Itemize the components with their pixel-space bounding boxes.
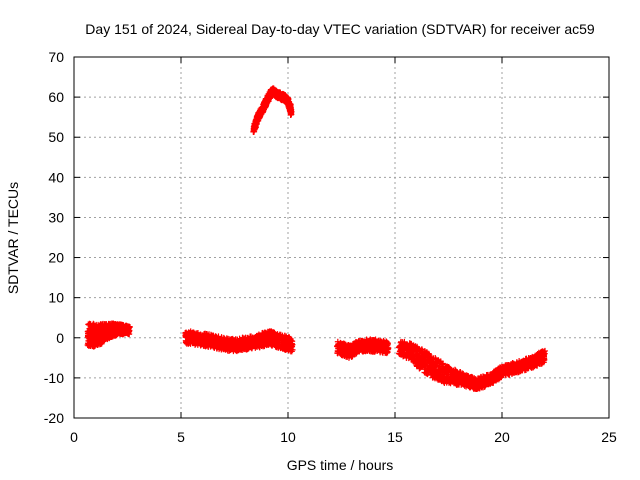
data-point bbox=[541, 355, 548, 362]
y-tick-label: 10 bbox=[48, 290, 64, 306]
data-point bbox=[288, 108, 295, 115]
series-segment-3 bbox=[250, 85, 295, 135]
data-point bbox=[417, 364, 424, 371]
x-axis-label: GPS time / hours bbox=[287, 457, 394, 473]
series-segment-4 bbox=[334, 336, 392, 361]
y-tick-label: 70 bbox=[48, 49, 64, 65]
data-point bbox=[126, 328, 133, 335]
data-point bbox=[289, 346, 296, 353]
data-point bbox=[541, 347, 548, 354]
x-tick-label: 15 bbox=[387, 429, 403, 445]
y-tick-label: -10 bbox=[44, 370, 64, 386]
data-point bbox=[384, 341, 391, 348]
series-segment-5 bbox=[395, 338, 548, 393]
x-tick-label: 0 bbox=[70, 429, 78, 445]
y-tick-label: 60 bbox=[48, 89, 64, 105]
series-segment-2 bbox=[182, 328, 296, 355]
data-point bbox=[289, 341, 296, 348]
x-tick-label: 25 bbox=[601, 429, 617, 445]
x-tick-label: 10 bbox=[280, 429, 296, 445]
chart-title: Day 151 of 2024, Sidereal Day-to-day VTE… bbox=[85, 21, 595, 37]
axes: 0 5 10 15 20 25 -20 -10 0 10 20 30 40 50 60 70 bbox=[44, 49, 617, 445]
data-point bbox=[288, 340, 295, 347]
x-tick-label: 20 bbox=[494, 429, 510, 445]
y-axis-label: SDTVAR / TECUs bbox=[5, 182, 21, 294]
y-tick-label: 30 bbox=[48, 209, 64, 225]
x-tick-label: 5 bbox=[177, 429, 185, 445]
y-tick-label: 40 bbox=[48, 169, 64, 185]
grid bbox=[74, 57, 609, 418]
data-series bbox=[84, 85, 548, 393]
plot-frame bbox=[73, 56, 610, 419]
y-tick-label: -20 bbox=[44, 410, 64, 426]
data-point bbox=[126, 324, 133, 331]
series-segment-1 bbox=[84, 320, 133, 350]
y-tick-label: 50 bbox=[48, 129, 64, 145]
y-tick-label: 20 bbox=[48, 250, 64, 266]
y-tick-label: 0 bbox=[56, 330, 64, 346]
